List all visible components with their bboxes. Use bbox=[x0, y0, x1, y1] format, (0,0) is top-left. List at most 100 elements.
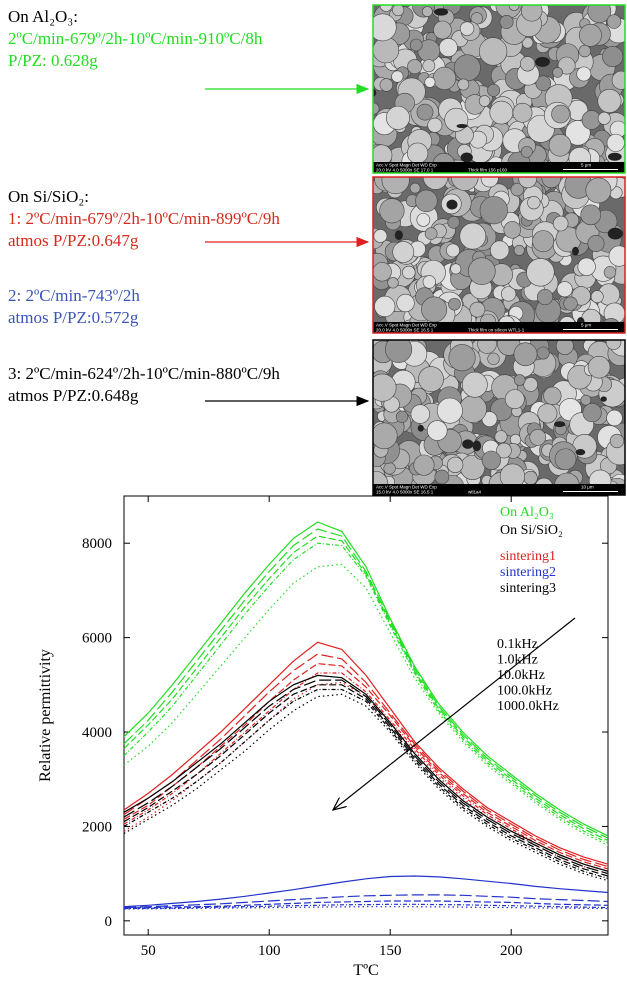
grain bbox=[510, 183, 524, 197]
grain bbox=[521, 5, 543, 22]
grain bbox=[582, 403, 602, 423]
grain bbox=[518, 177, 537, 189]
grain bbox=[447, 216, 460, 229]
grain bbox=[424, 227, 438, 240]
grain bbox=[426, 420, 448, 441]
grain bbox=[478, 95, 491, 107]
grain bbox=[379, 78, 394, 92]
pore bbox=[373, 88, 377, 97]
grain bbox=[512, 102, 533, 123]
pore bbox=[417, 424, 424, 432]
sample-notes: On Al₂O₃: 2ºC/min-679º/2h-10ºC/min-910ºC… bbox=[8, 7, 280, 405]
grain bbox=[415, 189, 438, 213]
grain bbox=[606, 409, 623, 427]
heading: On Al₂O₃: bbox=[8, 7, 78, 26]
grain bbox=[383, 462, 396, 475]
grain bbox=[427, 117, 443, 133]
condition: 3: 2ºC/min-624º/2h-10ºC/min-880ºC/9h bbox=[8, 364, 280, 383]
condition: 2ºC/min-679º/2h-10ºC/min-910ºC/8h bbox=[8, 29, 263, 48]
trend-arrow bbox=[333, 617, 576, 810]
grain bbox=[597, 88, 622, 113]
grain bbox=[513, 342, 538, 367]
condition: 1: 2ºC/min-679º/2h-10ºC/min-899ºC/9h bbox=[8, 209, 280, 228]
grain bbox=[552, 215, 569, 232]
curve bbox=[123, 662, 609, 870]
curve bbox=[123, 688, 609, 879]
grain bbox=[555, 340, 574, 355]
curve bbox=[123, 542, 609, 844]
grain bbox=[461, 371, 488, 398]
info-text: Acc.V Spot Magn Det WD Exp bbox=[376, 163, 437, 168]
grain bbox=[447, 456, 464, 473]
grain bbox=[548, 133, 572, 157]
grain bbox=[448, 344, 476, 372]
curve bbox=[123, 900, 609, 909]
grain bbox=[448, 297, 461, 311]
curve bbox=[123, 684, 609, 877]
info-text: Acc.V Spot Magn Det WD Exp bbox=[376, 323, 437, 328]
grain bbox=[609, 433, 625, 449]
grains bbox=[373, 5, 625, 173]
grain bbox=[523, 377, 538, 392]
grain bbox=[446, 243, 460, 258]
grain bbox=[416, 103, 434, 121]
info-text: Thick film 156 p160 bbox=[468, 168, 508, 173]
grain bbox=[496, 442, 512, 459]
info-bar bbox=[373, 322, 625, 333]
grain bbox=[453, 54, 481, 82]
pore bbox=[446, 199, 458, 210]
curve bbox=[123, 528, 609, 839]
frame bbox=[372, 339, 626, 496]
curve bbox=[123, 894, 609, 909]
grain bbox=[489, 240, 510, 260]
frequency-label: 1.0kHz bbox=[497, 653, 538, 668]
grain bbox=[444, 107, 469, 132]
x-tick-label: 50 bbox=[141, 943, 156, 959]
legend-entry: sintering1 bbox=[500, 549, 556, 564]
grain bbox=[556, 281, 573, 298]
grain bbox=[551, 104, 570, 124]
pore bbox=[472, 440, 482, 452]
grain bbox=[409, 182, 421, 194]
condition: P/PZ: 0.628g bbox=[8, 51, 98, 70]
grain bbox=[579, 23, 602, 47]
frequency-label: 0.1kHz bbox=[497, 637, 538, 652]
grain bbox=[396, 293, 415, 313]
grain bbox=[554, 448, 577, 471]
info-text: Acc.V Spot Magn Det WD Exp bbox=[376, 485, 437, 490]
legend-entry: sintering3 bbox=[500, 581, 556, 596]
grain bbox=[457, 78, 470, 91]
grain bbox=[413, 454, 435, 476]
grain bbox=[487, 352, 500, 365]
grain bbox=[479, 196, 508, 225]
scale-label: 5 μm bbox=[581, 323, 591, 328]
pore bbox=[607, 152, 622, 161]
grain bbox=[459, 21, 475, 36]
grain bbox=[577, 257, 596, 276]
grain bbox=[410, 404, 430, 424]
frame bbox=[372, 4, 626, 174]
grain bbox=[424, 76, 436, 88]
pore bbox=[554, 421, 566, 428]
grain bbox=[590, 290, 604, 304]
grain bbox=[576, 66, 592, 82]
pore bbox=[535, 56, 551, 67]
legend-entry: On Al₂O₃ bbox=[500, 505, 554, 520]
grain bbox=[468, 257, 496, 285]
grain bbox=[469, 301, 486, 318]
curve bbox=[123, 674, 609, 872]
grain bbox=[391, 70, 404, 83]
grain bbox=[459, 395, 487, 423]
grain bbox=[385, 340, 413, 363]
grain bbox=[605, 340, 622, 350]
grain bbox=[608, 245, 625, 267]
grain bbox=[520, 56, 536, 72]
grain bbox=[587, 234, 605, 252]
frequency-label: 10.0kHz bbox=[497, 668, 545, 683]
grain bbox=[557, 56, 576, 75]
grain bbox=[606, 133, 625, 152]
curve bbox=[123, 535, 609, 842]
frequency-label: 1000.0kHz bbox=[497, 699, 559, 714]
